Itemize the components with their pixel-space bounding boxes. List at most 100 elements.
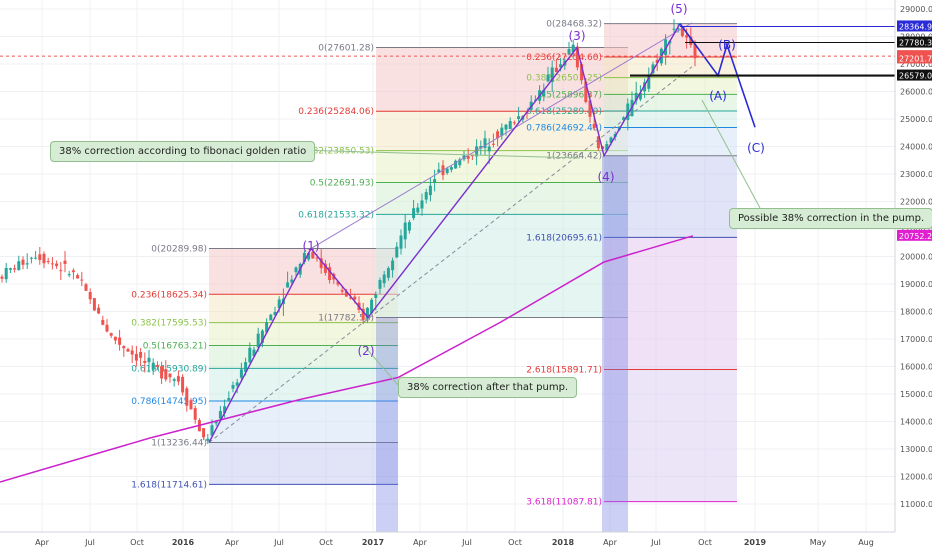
candle-body	[265, 322, 269, 333]
candle-body	[575, 46, 579, 68]
candle-body	[88, 291, 92, 300]
fib-level-label: 0.786(24692.48)	[526, 123, 602, 133]
candle-body	[626, 103, 630, 120]
candle-body	[378, 280, 382, 289]
fib-level-label: 0.786(14745.95)	[131, 397, 207, 407]
candle-body	[172, 379, 176, 381]
projection-line	[679, 23, 756, 128]
candle-body	[302, 252, 306, 262]
price-badge	[897, 52, 932, 64]
candle-body	[76, 275, 80, 279]
candle-body	[168, 373, 172, 378]
candle-body	[185, 388, 189, 406]
wave-labels: (1) (2) (3) (4) (5) (A) (B) (C)	[303, 2, 765, 358]
wave-label-0: (1)	[303, 239, 320, 253]
candle-body	[80, 279, 84, 281]
time-tick-label: Oct	[130, 538, 144, 547]
candle-body	[412, 208, 416, 219]
time-tick-label: Jul	[461, 538, 472, 547]
time-tick-label: Apr	[603, 538, 618, 547]
price-tick-label: 29000.00	[900, 5, 932, 14]
price-tick-label: 14000.00	[900, 418, 932, 427]
fib-level-label: 0.5(22691.93)	[310, 178, 374, 188]
wave-label-7: (C)	[747, 141, 765, 155]
candle-body	[353, 296, 357, 300]
candle-body	[84, 284, 88, 291]
candle-body	[63, 260, 67, 264]
candle-body	[382, 274, 386, 284]
candle-body	[269, 314, 273, 321]
fib-zone	[209, 442, 398, 485]
candle-body	[592, 123, 596, 129]
candle-body	[634, 92, 638, 101]
candle-body	[655, 60, 659, 63]
fib-level-label: 1(17782.58)	[318, 313, 374, 323]
time-tick-label: 2018	[552, 538, 575, 547]
candle-body	[596, 136, 600, 149]
candle-body	[223, 406, 227, 414]
price-badge-label: 20752.25	[899, 232, 932, 241]
time-tick-label: Jul	[650, 538, 661, 547]
price-tick-label: 24000.00	[900, 143, 932, 152]
price-tick-label: 21000.00	[900, 225, 932, 234]
fib-level-label: 1.618(11714.61)	[131, 480, 207, 490]
fib-level-label: 0.236(25284.06)	[298, 107, 374, 117]
fib-zone	[209, 322, 398, 346]
candle-body	[231, 385, 235, 389]
candle-body	[407, 222, 411, 231]
wave-label-2: (3)	[569, 29, 586, 43]
fib-zone	[604, 127, 737, 156]
candle-body	[210, 425, 214, 436]
candle-body	[42, 253, 46, 264]
candle-body	[445, 168, 449, 174]
candle-body	[164, 369, 168, 380]
candle-body	[147, 357, 151, 363]
candle-body	[214, 421, 218, 424]
candle-body	[546, 74, 550, 82]
candle-body	[155, 365, 159, 367]
candle-body	[428, 185, 432, 196]
fib-level-label: 1.618(20695.61)	[526, 233, 602, 243]
candle-body	[508, 121, 512, 130]
candle-body	[277, 299, 281, 308]
candle-body	[580, 64, 584, 81]
candle-body	[8, 268, 12, 270]
annotation-correction-after-pump[interactable]: 38% correction after that pump.	[398, 377, 578, 398]
candle-body	[286, 282, 290, 288]
candle-body	[248, 347, 252, 363]
candle-body	[67, 274, 71, 276]
candle-body	[206, 438, 210, 441]
fib-level-label: 0.618(25289.49)	[526, 107, 602, 117]
candle-body	[479, 145, 483, 149]
candle-body	[294, 267, 298, 273]
candle-body	[403, 222, 407, 240]
candle-body	[395, 246, 399, 258]
candle-body	[38, 254, 42, 260]
annotation-fib-golden-ratio[interactable]: 38% correction according to fibonaci gol…	[50, 141, 316, 162]
time-tick-label: 2019	[744, 538, 767, 547]
candle-body	[609, 137, 613, 143]
callout-connector	[365, 347, 399, 386]
candle-body	[340, 290, 344, 292]
price-tick-label: 25000.00	[900, 115, 932, 124]
time-tick-label: Jul	[273, 538, 284, 547]
annotation-possible-correction[interactable]: Possible 38% correction in the pump.	[729, 208, 932, 229]
candle-body	[647, 74, 651, 89]
candle-body	[491, 143, 495, 145]
price-tick-label: 16000.00	[900, 363, 932, 372]
price-tick-label: 11000.00	[900, 500, 932, 509]
candle-body	[260, 330, 264, 343]
candle-body	[122, 346, 126, 349]
candle-body	[517, 116, 521, 120]
candle-body	[160, 366, 164, 379]
fib-level-label: 0.5(16763.21)	[143, 342, 207, 352]
candle-body	[458, 159, 462, 166]
candle-body	[651, 64, 655, 74]
candle-body	[672, 28, 676, 30]
wave-line	[208, 23, 681, 443]
wave-label-3: (4)	[598, 170, 615, 184]
candle-body	[151, 362, 155, 370]
candle-body	[571, 44, 575, 53]
candle-body	[126, 349, 130, 352]
